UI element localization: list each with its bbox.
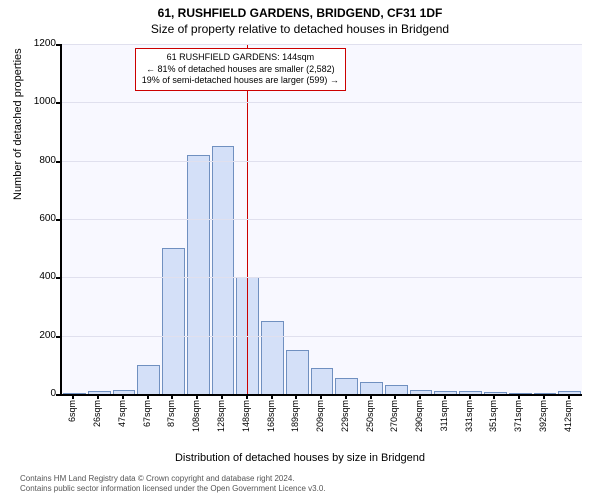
y-tick-mark [56, 102, 62, 104]
x-tick-mark [171, 394, 173, 399]
x-tick-mark [147, 394, 149, 399]
bar [162, 248, 185, 394]
x-tick-label: 189sqm [290, 400, 300, 432]
x-axis-label: Distribution of detached houses by size … [0, 452, 600, 464]
y-tick-label: 200 [26, 330, 56, 341]
footer-line1: Contains HM Land Registry data © Crown c… [20, 474, 580, 484]
x-tick-label: 250sqm [365, 400, 375, 432]
bar [286, 350, 309, 394]
bar [137, 365, 160, 394]
x-tick-mark [394, 394, 396, 399]
x-tick-label: 6sqm [67, 400, 77, 422]
x-tick-mark [271, 394, 273, 399]
x-tick-mark [469, 394, 471, 399]
x-tick-label: 311sqm [439, 400, 449, 431]
y-tick-mark [56, 336, 62, 338]
callout-box: 61 RUSHFIELD GARDENS: 144sqm ← 81% of de… [135, 48, 346, 91]
x-tick-mark [419, 394, 421, 399]
gridline [62, 277, 582, 278]
x-tick-mark [246, 394, 248, 399]
bar [311, 368, 334, 394]
y-tick-label: 800 [26, 155, 56, 166]
footer: Contains HM Land Registry data © Crown c… [0, 464, 600, 495]
y-axis-label: Number of detached properties [12, 48, 24, 200]
y-tick-mark [56, 394, 62, 396]
gridline [62, 44, 582, 45]
bar [212, 146, 235, 394]
x-tick-label: 209sqm [315, 400, 325, 432]
y-tick-mark [56, 161, 62, 163]
x-tick-label: 168sqm [266, 400, 276, 432]
y-tick-label: 0 [26, 388, 56, 399]
y-tick-label: 600 [26, 213, 56, 224]
footer-line2: Contains public sector information licen… [20, 484, 580, 494]
bar [509, 393, 532, 394]
bar [558, 391, 581, 394]
bar [360, 382, 383, 394]
x-tick-mark [122, 394, 124, 399]
x-tick-label: 128sqm [216, 400, 226, 432]
y-tick-mark [56, 44, 62, 46]
callout-line2: ← 81% of detached houses are smaller (2,… [142, 64, 339, 76]
x-tick-mark [444, 394, 446, 399]
x-tick-label: 290sqm [414, 400, 424, 432]
y-tick-mark [56, 219, 62, 221]
x-tick-label: 229sqm [340, 400, 350, 432]
bar [187, 155, 210, 394]
x-tick-label: 87sqm [166, 400, 176, 427]
x-tick-label: 108sqm [191, 400, 201, 432]
page-subtitle: Size of property relative to detached ho… [0, 22, 600, 36]
gridline [62, 161, 582, 162]
plot-area: 61 RUSHFIELD GARDENS: 144sqm ← 81% of de… [60, 44, 582, 396]
y-tick-label: 1200 [26, 38, 56, 49]
x-tick-label: 371sqm [513, 400, 523, 432]
chart-area: 61 RUSHFIELD GARDENS: 144sqm ← 81% of de… [60, 44, 580, 394]
x-tick-mark [518, 394, 520, 399]
x-tick-label: 67sqm [142, 400, 152, 427]
x-tick-label: 392sqm [538, 400, 548, 432]
x-tick-label: 270sqm [389, 400, 399, 432]
x-tick-mark [97, 394, 99, 399]
x-tick-mark [370, 394, 372, 399]
x-tick-mark [493, 394, 495, 399]
bar [261, 321, 284, 394]
bar [434, 391, 457, 395]
x-tick-mark [295, 394, 297, 399]
x-tick-label: 331sqm [464, 400, 474, 432]
bar [113, 390, 136, 394]
x-tick-mark [72, 394, 74, 399]
x-tick-mark [543, 394, 545, 399]
x-tick-label: 148sqm [241, 400, 251, 432]
x-tick-label: 26sqm [92, 400, 102, 427]
gridline [62, 102, 582, 103]
x-tick-label: 47sqm [117, 400, 127, 427]
x-tick-mark [221, 394, 223, 399]
x-tick-label: 412sqm [563, 400, 573, 432]
bar [534, 393, 557, 394]
bar [459, 391, 482, 394]
x-tick-mark [568, 394, 570, 399]
gridline [62, 219, 582, 220]
callout-line3: 19% of semi-detached houses are larger (… [142, 75, 339, 87]
x-tick-label: 351sqm [488, 400, 498, 432]
bar [63, 393, 86, 394]
bar [88, 391, 111, 394]
bar [385, 385, 408, 394]
bar [335, 378, 358, 394]
page-title: 61, RUSHFIELD GARDENS, BRIDGEND, CF31 1D… [0, 6, 600, 20]
x-tick-mark [196, 394, 198, 399]
callout-line1: 61 RUSHFIELD GARDENS: 144sqm [142, 52, 339, 64]
y-tick-mark [56, 277, 62, 279]
x-tick-mark [345, 394, 347, 399]
bar [410, 390, 433, 394]
y-tick-label: 400 [26, 271, 56, 282]
bar [484, 392, 507, 394]
x-tick-mark [320, 394, 322, 399]
gridline [62, 336, 582, 337]
y-tick-label: 1000 [26, 96, 56, 107]
